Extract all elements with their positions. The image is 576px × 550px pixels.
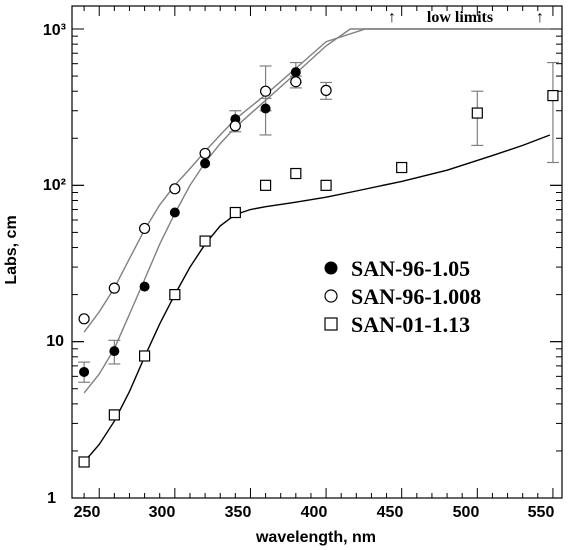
fit-curves [83,28,551,463]
legend-label: SAN-96-1.05 [351,256,470,281]
data-point-open-circle [108,282,120,294]
data-point-open-square [108,409,120,421]
data-point-open-square [199,235,211,247]
low-limits-annotation: ↑ low limits ↑ [388,9,544,26]
low-limits-up-arrow-right: ↑ [536,9,544,26]
data-point-open-circle [320,84,332,96]
data-point-filled-circle [109,346,120,357]
data-point-open-square [547,89,559,102]
legend-label: SAN-01-1.13 [351,312,470,337]
legend-marker-filled-circle [324,261,338,275]
data-point-open-square [78,456,90,468]
data-point-open-square [320,179,332,191]
x-tick-labels: 250 300 350 400 450 500 550 [74,504,555,521]
data-point-open-square [290,167,302,180]
y-axis-title: Labs, cm [3,215,20,284]
x-tick-label: 450 [377,504,404,521]
data-point-open-square [229,206,241,219]
x-axis-title: wavelength, nm [255,529,376,546]
fit-curve [83,28,550,394]
x-tick-label: 550 [528,504,555,521]
data-point-open-circle [259,85,272,97]
data-point-open-circle [138,222,151,235]
legend-label: SAN-96-1.008 [351,284,481,309]
data-points [78,67,559,468]
data-point-filled-circle [169,207,180,218]
data-point-filled-circle [290,67,301,78]
data-point-open-circle [290,76,302,88]
low-limits-label: low limits [427,9,493,26]
data-point-open-square [471,107,483,119]
y-tick-label: 1 [47,490,56,507]
x-tick-label: 500 [453,504,480,521]
legend-marker-open-square [324,317,338,331]
y-tick-label: 10² [43,177,66,194]
x-tick-label: 400 [301,504,328,521]
data-point-open-square [396,161,408,174]
y-tick-labels: 1 10 10² 10³ [43,22,66,507]
x-tick-label: 250 [74,504,101,521]
data-point-open-circle [229,120,241,132]
data-point-open-square [138,350,151,362]
legend: SAN-96-1.05 SAN-96-1.008 SAN-01-1.13 [324,256,481,337]
legend-marker-open-circle [324,289,338,303]
y-tick-label: 10 [46,333,64,350]
data-point-open-square [259,179,272,191]
x-tick-label: 350 [225,504,252,521]
y-tick-label: 10³ [43,22,66,39]
error-bars [78,61,559,383]
fit-curve [83,28,550,333]
data-point-open-circle [78,313,90,325]
data-point-open-square [169,289,181,301]
axis-ticks [72,6,562,499]
data-point-filled-circle [79,366,90,377]
data-point-filled-circle [200,158,211,169]
data-point-filled-circle [260,103,271,114]
data-point-filled-circle [139,281,150,292]
low-limits-up-arrow-left: ↑ [388,9,396,26]
plot-frame [71,5,563,499]
data-point-open-circle [169,183,181,195]
x-tick-label: 300 [149,504,176,521]
data-point-open-circle [199,147,211,160]
